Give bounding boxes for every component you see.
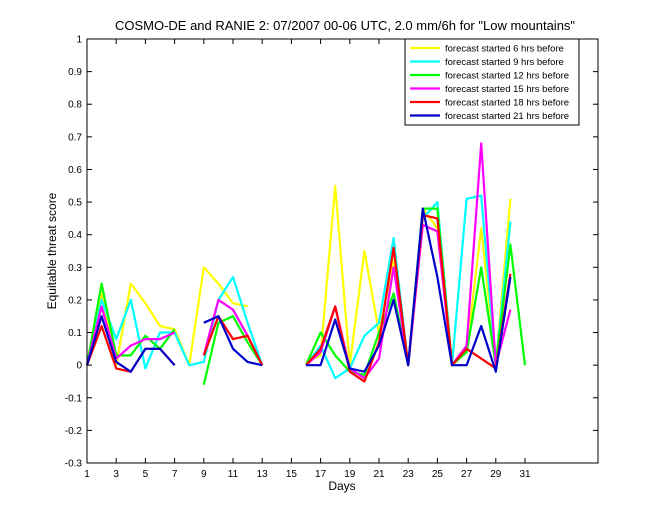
x-tick-label: 3	[113, 469, 119, 480]
x-tick-label: 1	[84, 469, 90, 480]
legend-entry: forecast started 6 hrs before	[445, 44, 564, 55]
y-tick-label: -0.2	[65, 426, 83, 437]
legend-entry: forecast started 18 hrs before	[445, 98, 569, 109]
x-tick-label: 19	[344, 469, 356, 480]
x-tick-label: 23	[403, 469, 415, 480]
ticks-layer: 1 3 5 7 9 11 13 15 17 19 21 23 25 27 29 31-0.3-0.2-0.10…	[65, 35, 598, 480]
x-tick-label: 21	[373, 469, 385, 480]
series-line-6	[85, 207, 512, 373]
y-tick-label: 1	[76, 35, 82, 46]
y-tick-label: -0.1	[65, 393, 83, 404]
y-tick-label: 0.3	[68, 263, 82, 274]
chart-title: COSMO-DE and RANIE 2: 07/2007 00-06 UTC,…	[115, 18, 575, 33]
legend-entry: forecast started 12 hrs before	[445, 71, 569, 82]
y-axis-label: Equitable threat score	[45, 192, 59, 309]
x-tick-label: 13	[257, 469, 269, 480]
legend: forecast started 6 hrs before forecast st…	[404, 38, 580, 126]
x-tick-label: 27	[461, 469, 473, 480]
x-tick-label: 15	[286, 469, 298, 480]
plot-frame	[86, 38, 599, 464]
y-tick-label: 0.9	[68, 67, 82, 78]
y-tick-label: 0.8	[68, 100, 82, 111]
legend-entry: forecast started 15 hrs before	[445, 84, 569, 95]
legend-entry: forecast started 21 hrs before	[445, 111, 569, 122]
x-tick-label: 9	[201, 469, 207, 480]
x-tick-label: 17	[315, 469, 327, 480]
x-axis-label: Days	[328, 479, 355, 493]
y-tick-label: 0.1	[68, 328, 82, 339]
x-tick-label: 5	[143, 469, 149, 480]
x-tick-label: 7	[172, 469, 178, 480]
y-tick-label: 0.6	[68, 165, 82, 176]
legend-box	[404, 38, 580, 126]
x-tick-label: 29	[490, 469, 502, 480]
series-layer	[85, 142, 527, 385]
legend-entry: forecast started 9 hrs before	[445, 57, 564, 68]
x-tick-label: 25	[432, 469, 444, 480]
x-tick-label: 11	[228, 469, 239, 480]
y-tick-label: 0.5	[68, 198, 82, 209]
y-tick-label: 0.4	[68, 230, 82, 241]
y-tick-label: -0.3	[65, 459, 83, 470]
y-tick-label: 0	[76, 361, 82, 372]
y-tick-label: 0.7	[68, 132, 82, 143]
x-tick-label: 31	[519, 469, 531, 480]
y-tick-label: 0.2	[68, 295, 82, 306]
